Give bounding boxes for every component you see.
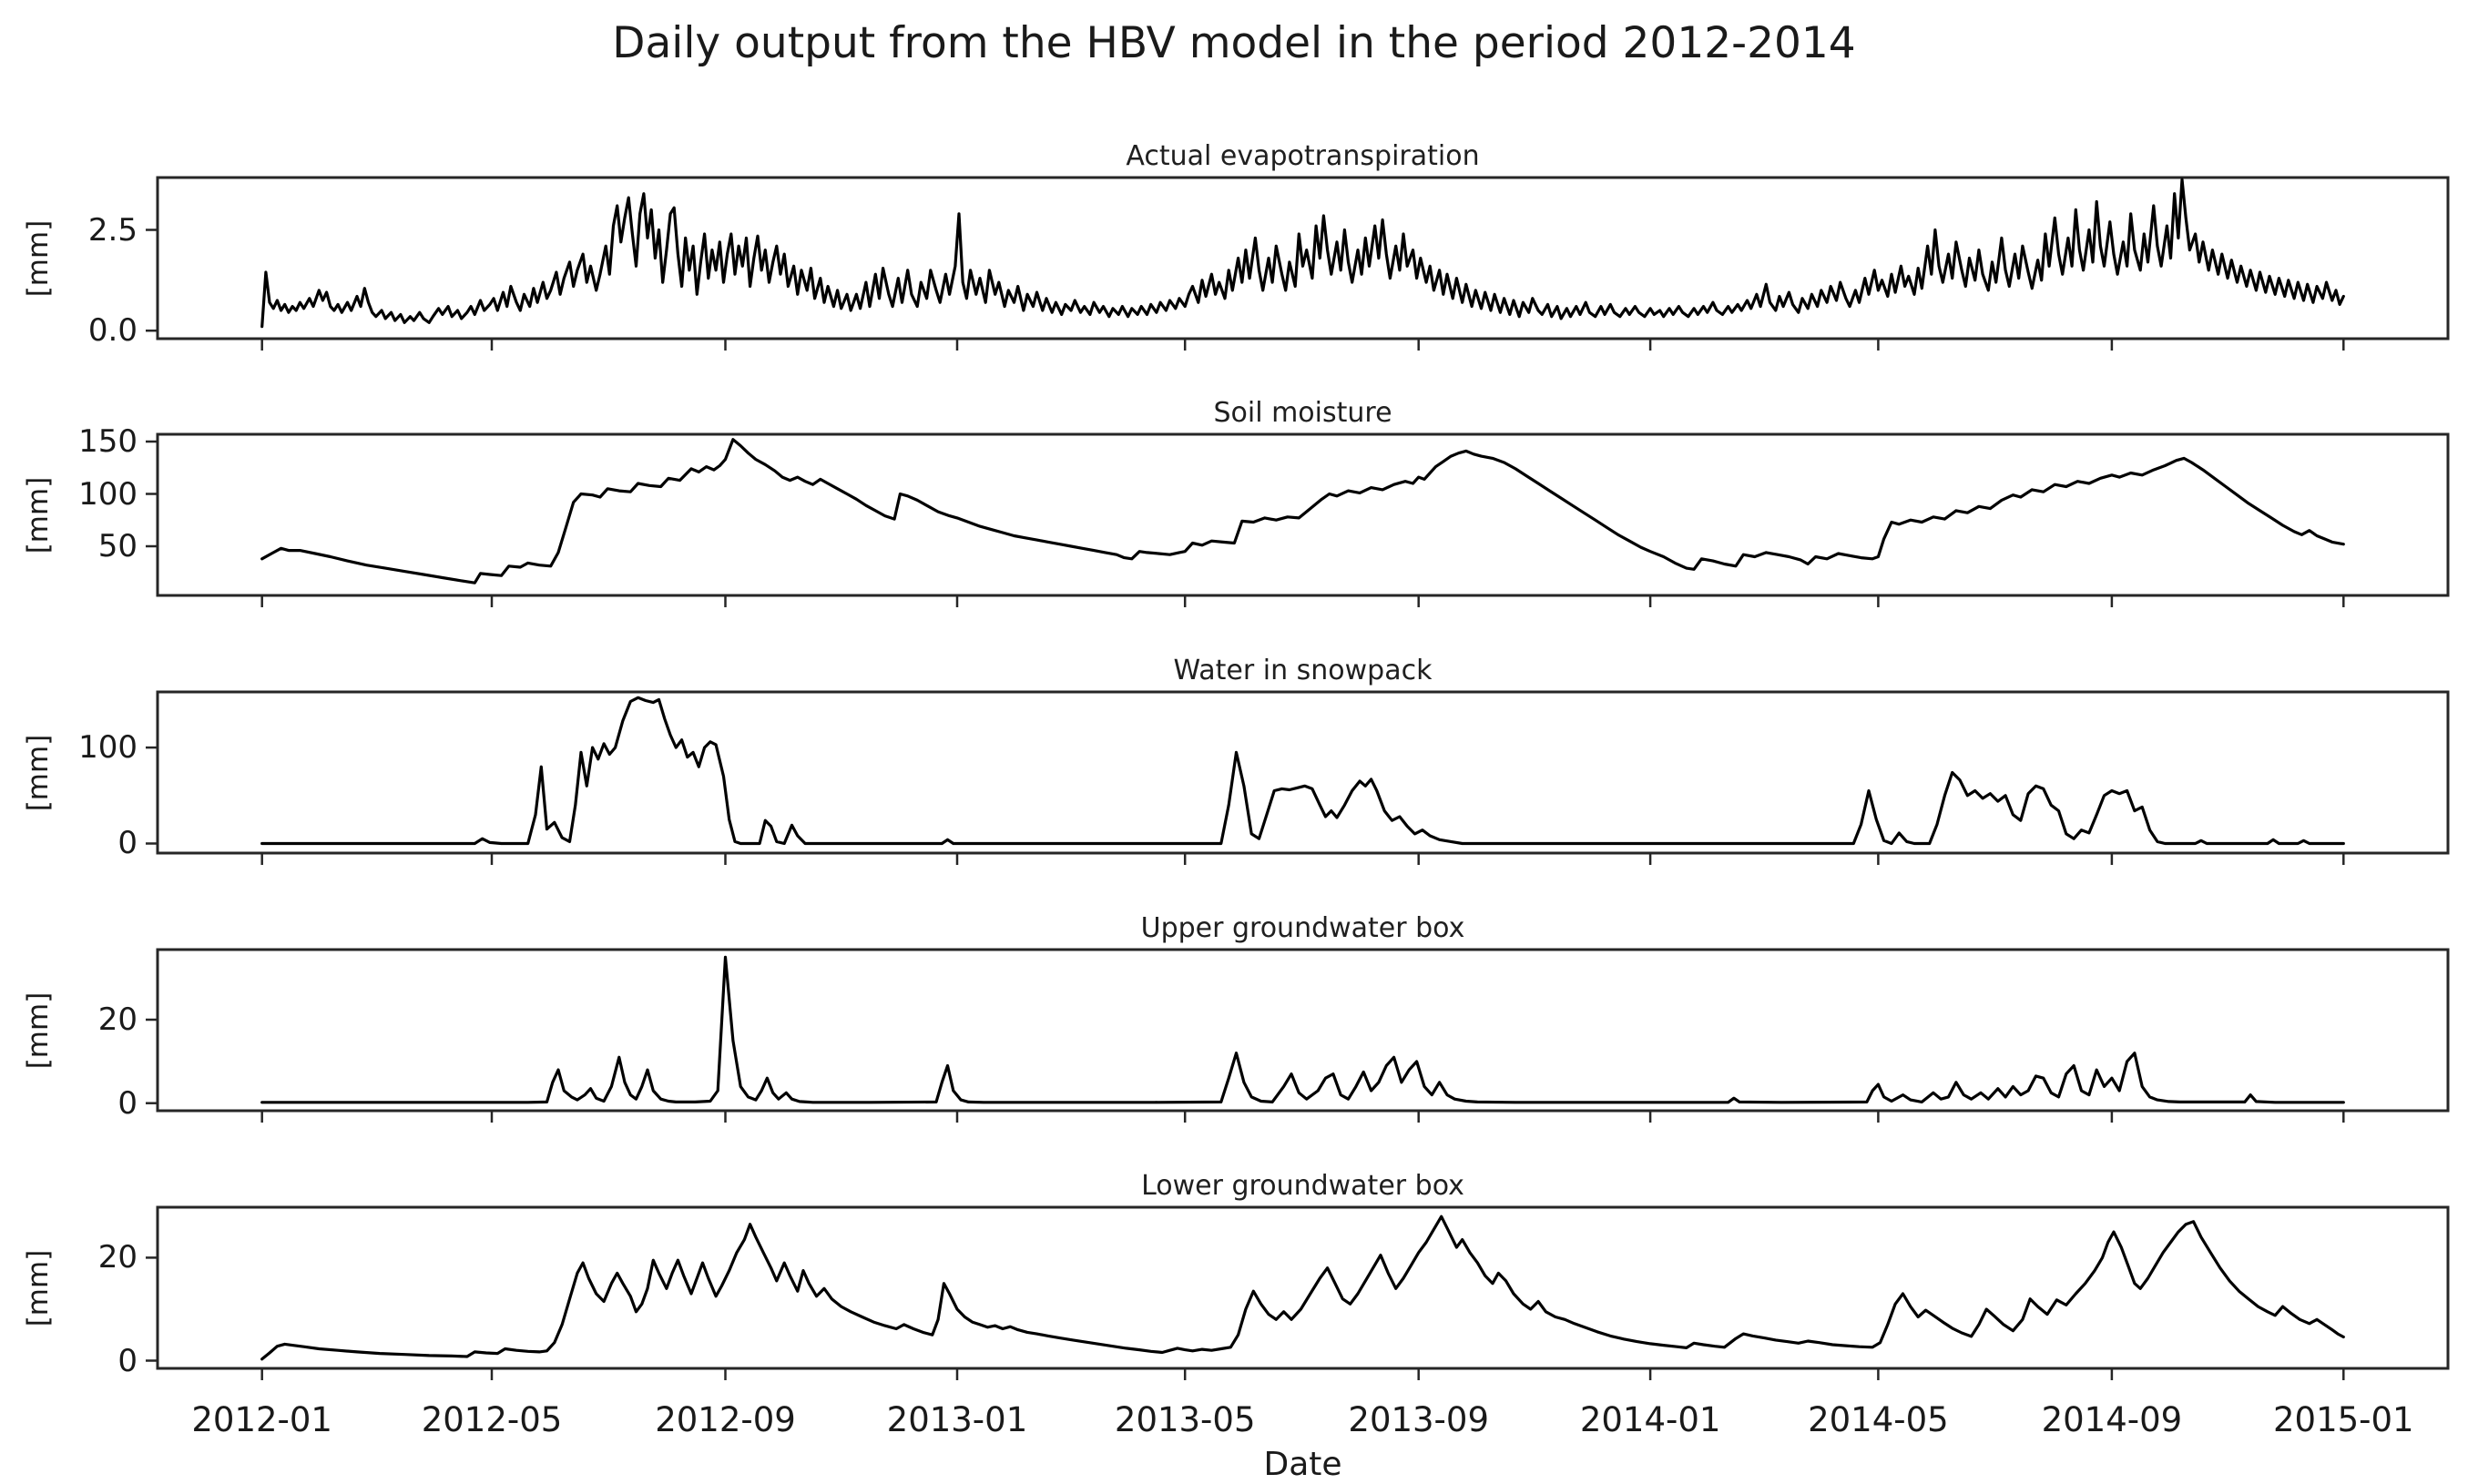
subplot-axes (146, 432, 2450, 607)
subplot-axes (146, 176, 2450, 351)
y-tick-label: 50 (97, 527, 138, 564)
axes-spines (156, 690, 2450, 855)
y-tick-label: 0 (117, 1084, 138, 1122)
data-line (260, 696, 2345, 846)
subplot-title: Actual evapotranspiration (1126, 140, 1480, 172)
subplot-title: Upper groundwater box (1140, 912, 1465, 944)
axes-spines (156, 948, 2450, 1113)
subplot-title: Water in snowpack (1173, 655, 1433, 686)
x-tick-label: 2013-05 (1114, 1400, 1256, 1439)
y-tick-label: 20 (97, 1001, 138, 1039)
x-tick-label: 2014-05 (1808, 1400, 1949, 1439)
y-tick-label: 150 (78, 423, 138, 461)
y-tick-label: 2.5 (87, 211, 138, 249)
data-line (260, 955, 2345, 1104)
axes-spines (156, 1205, 2450, 1370)
x-tick-label: 2012-05 (421, 1400, 563, 1439)
axes-spines (156, 432, 2450, 597)
x-tick-label: 2013-01 (886, 1400, 1028, 1439)
y-tick-label: 0 (117, 825, 138, 862)
y-tick-label: 20 (97, 1239, 138, 1276)
data-line (260, 1215, 2345, 1361)
data-line (260, 178, 2345, 329)
figure-title: Daily output from the HBV model in the p… (612, 18, 1856, 68)
x-tick-label: 2013-09 (1348, 1400, 1490, 1439)
x-tick-label: 2014-09 (2041, 1400, 2183, 1439)
y-tick-label: 0.0 (87, 312, 138, 350)
x-tick-label: 2012-09 (655, 1400, 796, 1439)
data-line (260, 438, 2345, 584)
subplot-title: Lower groundwater box (1141, 1170, 1464, 1202)
x-tick-label: 2014-01 (1579, 1400, 1721, 1439)
y-tick-label: 0 (117, 1342, 138, 1379)
subplot-axes (146, 690, 2450, 865)
x-tick-label: 2015-01 (2272, 1400, 2414, 1439)
subplot-axes (146, 948, 2450, 1123)
y-tick-label: 100 (78, 729, 138, 767)
subplot-axes (146, 1205, 2450, 1380)
y-tick-label: 100 (78, 475, 138, 513)
x-tick-label: 2012-01 (191, 1400, 332, 1439)
x-axis-label: Date (1263, 1446, 1342, 1483)
subplot-title: Soil moisture (1213, 397, 1392, 429)
axes-spines (156, 176, 2450, 341)
